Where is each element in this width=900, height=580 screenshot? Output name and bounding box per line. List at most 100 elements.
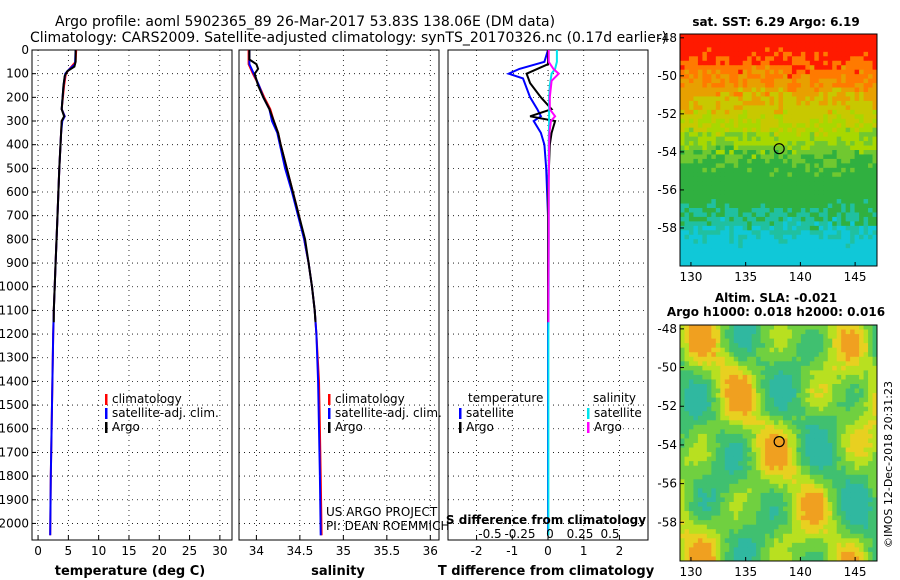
map-cell [697,556,703,562]
map-cell [868,47,873,53]
map-cell [702,194,708,200]
map-cell [756,483,761,489]
map-cell [715,181,721,187]
map-cell [765,452,770,458]
map-cell [711,379,717,385]
map-cell [756,225,761,231]
map-cell [832,411,838,417]
map-cell [859,356,864,362]
map-cell [760,181,766,187]
map-cell [742,461,748,467]
map-cell [738,470,744,476]
map-cell [868,243,873,249]
map-cell [715,447,721,453]
s-diff-tick-label: -0.5 [478,527,501,541]
map-cell [791,257,797,262]
sla-map-frame [679,324,878,562]
map-cell [697,185,703,191]
map-cell [827,261,833,267]
map-cell [823,56,829,62]
map-cell [782,352,788,358]
map-cell [809,257,815,262]
map-cell [845,78,851,84]
map-cell [706,199,712,204]
map-cell [680,456,685,462]
map-cell [868,216,873,222]
map-cell [796,529,802,535]
map-cell [800,497,806,503]
map-cell [854,452,860,458]
map-cell [818,87,824,93]
map-cell [845,123,851,129]
map-cell [769,118,775,124]
map-cell [782,429,788,435]
map-cell [680,34,685,39]
map-cell [684,361,690,367]
map-cell [818,96,824,102]
map-cell [823,234,829,240]
map-cell [841,456,847,462]
map-cell [859,145,864,151]
map-cell [872,248,878,254]
map-cell [827,393,833,399]
map-cell [733,388,739,394]
map-cell [769,352,775,358]
map-cell [747,533,753,539]
map-cell [756,194,761,200]
map-cell [836,470,842,476]
map-cell [693,96,699,102]
map-cell [868,533,873,539]
map-cell [720,520,726,526]
map-cell [859,38,864,44]
map-cell [872,424,878,430]
map-cell [729,433,735,439]
map-cell [814,515,820,521]
map-cell [751,388,757,394]
map-cell [756,474,761,480]
map-cell [706,529,712,535]
map-cell [738,239,744,245]
map-cell [809,74,815,80]
map-cell [765,461,770,467]
map-cell [747,343,753,349]
map-cell [872,520,878,526]
map-cell [724,114,730,120]
map-cell [720,257,726,262]
map-cell [818,203,824,209]
map-cell [832,34,838,39]
map-cell [791,132,797,138]
map-cell [706,429,712,435]
map-cell [760,176,766,182]
map-cell [787,243,793,249]
map-cell [751,181,757,187]
map-cell [684,356,690,362]
map-cell [863,361,869,367]
map-cell [859,158,864,164]
map-cell [850,83,856,88]
map-cell [832,515,838,521]
map-cell [774,216,779,222]
map-cell [872,163,878,169]
map-cell [809,470,815,476]
map-y-label: -48 [657,322,677,336]
map-cell [765,415,770,421]
map-cell [845,347,851,353]
map-cell [760,334,766,340]
map-cell [823,230,829,236]
map-cell [702,533,708,539]
map-cell [805,393,811,399]
map-cell [782,424,788,430]
map-cell [680,556,685,562]
map-cell [859,511,864,517]
map-cell [805,60,811,66]
map-cell [693,415,699,421]
map-cell [702,551,708,557]
map-cell [787,136,793,142]
map-cell [684,132,690,138]
map-cell [778,96,784,102]
map-cell [827,181,833,187]
map-cell [859,393,864,399]
map-cell [711,199,717,204]
map-cell [680,551,685,557]
map-cell [720,334,726,340]
